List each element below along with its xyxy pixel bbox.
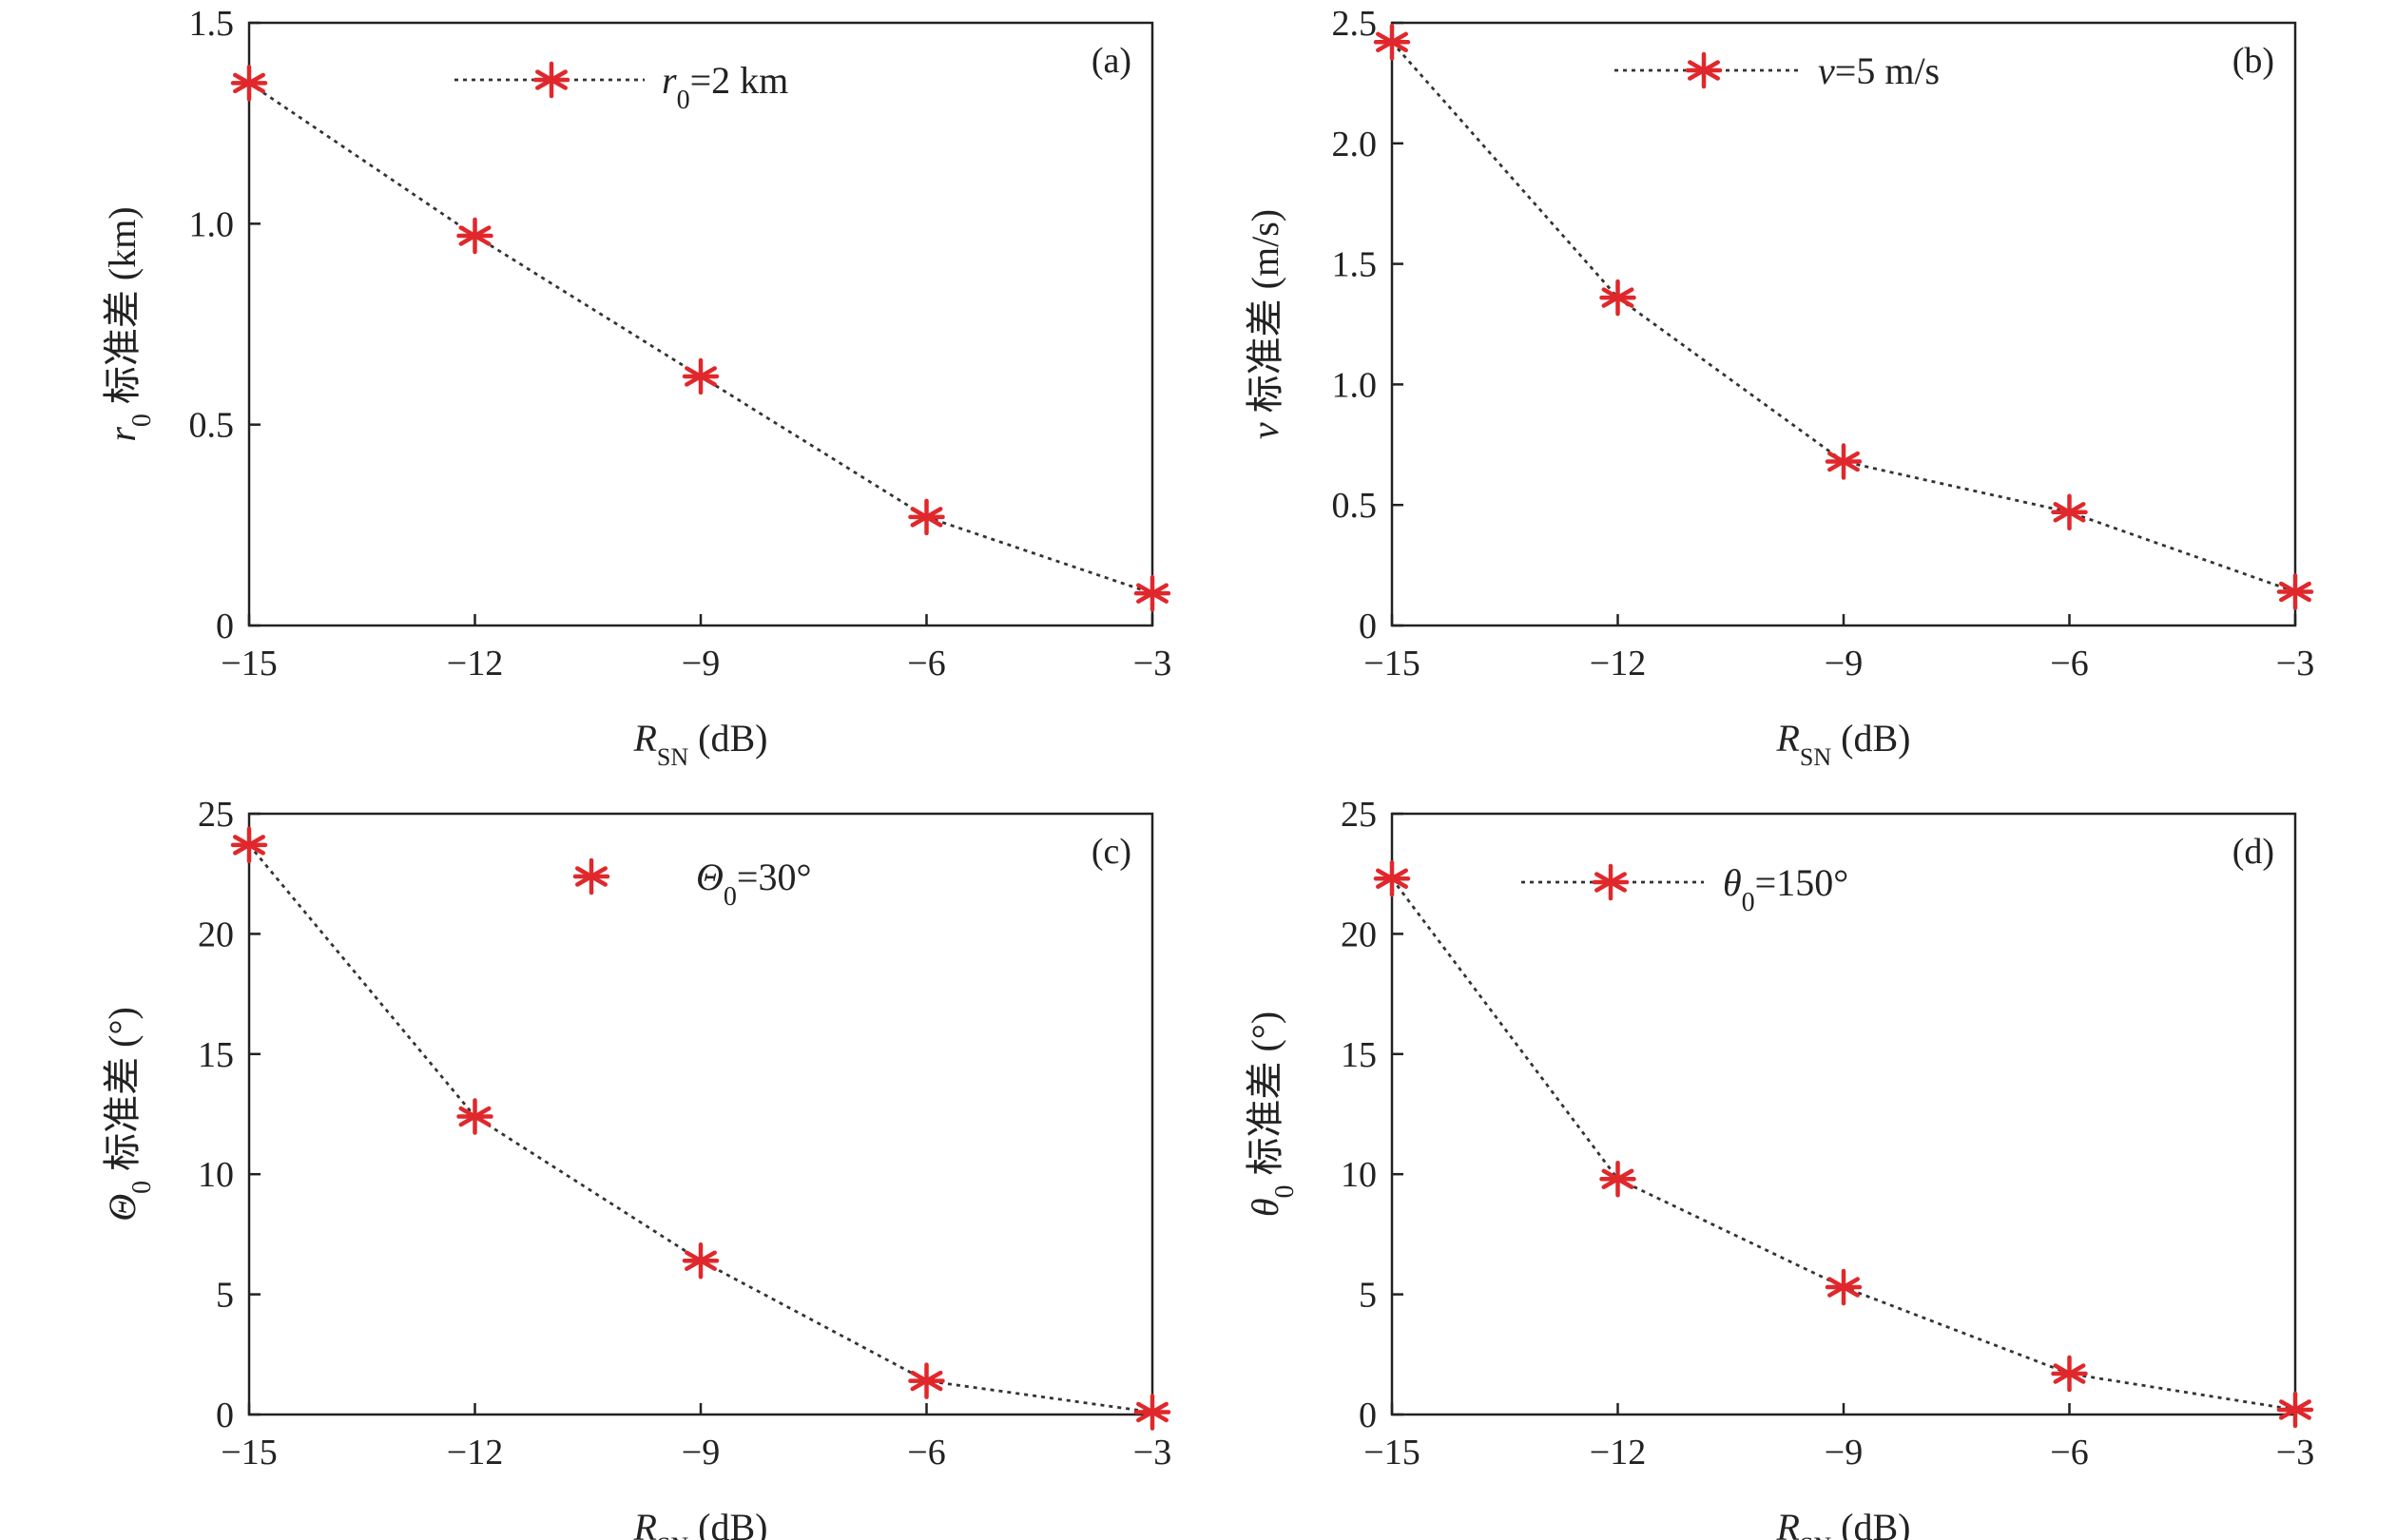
- data-point: x=-15, y=22.3: [1373, 860, 1411, 897]
- x-tick-label: −9: [682, 1433, 720, 1473]
- legend-marker: [532, 61, 570, 99]
- data-point: x=-3, y=0.1: [1133, 1394, 1171, 1431]
- y-axis-title: Θ0 标准差 (°): [101, 1007, 157, 1222]
- legend: θ0=150°: [1521, 861, 1848, 917]
- panel-label: (d): [2232, 832, 2274, 872]
- y-tick-label: 10: [1341, 1155, 1377, 1195]
- data-point: x=-6, y=0.47: [2051, 493, 2088, 531]
- x-tick-label: −3: [1133, 644, 1171, 683]
- data-point: x=-9, y=0.68: [1825, 443, 1863, 480]
- panel-label: (b): [2232, 41, 2274, 81]
- y-tick-label: 0.5: [189, 406, 235, 446]
- panel-label: (c): [1092, 832, 1131, 872]
- legend: r0=2 km: [454, 59, 788, 115]
- x-tick-label: −15: [221, 644, 277, 683]
- x-tick-label: −3: [2276, 1433, 2314, 1473]
- panel-d: −15 −12 −9 −6 −3 0 5 10 15 20 25 RSN (dB) θ0 标准差 (°)…: [1244, 795, 2314, 1540]
- legend-label: Θ0=30°: [696, 856, 811, 912]
- y-tick-label: 15: [1341, 1035, 1377, 1075]
- legend-label: r0=2 km: [662, 59, 788, 115]
- series-line: [247, 843, 1153, 1414]
- panel-a: −15 −12 −9 −6 −3 0 0.5 1.0 1.5 RSN (dB) r0 标准差 (km…: [101, 4, 1171, 771]
- data-point: x=-3, y=0.14: [2276, 573, 2314, 610]
- x-tick-label: −15: [221, 1433, 277, 1473]
- data-point: x=-3, y=0.2: [2276, 1391, 2314, 1429]
- y-tick-label: 2.0: [1332, 125, 1378, 164]
- y-tick-label: 1.5: [189, 4, 235, 44]
- x-tick-label: −9: [682, 644, 720, 683]
- y-axis-title: v 标准差 (m/s): [1244, 209, 1286, 439]
- panel-c: −15 −12 −9 −6 −3 0 5 10 15 20 25 RSN (dB) Θ0 标准差 (°)…: [101, 795, 1171, 1540]
- data-point: x=-9, y=0.62: [682, 357, 720, 395]
- y-tick-label: 10: [198, 1155, 234, 1195]
- x-tick-label: −6: [2050, 1433, 2088, 1473]
- x-tick-label: −6: [2050, 644, 2088, 683]
- x-axis-title: RSN (dB): [1775, 1506, 1910, 1540]
- x-tick-label: −3: [2276, 644, 2314, 683]
- x-tick-label: −6: [907, 1433, 945, 1473]
- legend-marker: [1592, 863, 1630, 901]
- x-tick-label: −6: [907, 644, 945, 683]
- legend-marker: [1685, 51, 1723, 89]
- y-tick-label: 0: [216, 606, 234, 646]
- x-tick-label: −9: [1825, 644, 1863, 683]
- series-line: [248, 82, 1153, 595]
- data-point: x=-12, y=1.36: [1599, 279, 1636, 317]
- plot-frame: [247, 812, 1154, 1416]
- y-tick-label: 5: [1359, 1276, 1377, 1316]
- x-axis-title: RSN (dB): [632, 717, 767, 771]
- y-tick-label: 1.0: [1332, 365, 1378, 405]
- legend: Θ0=30°: [572, 856, 811, 912]
- y-tick-label: 2.5: [1332, 4, 1378, 44]
- y-tick-label: 0.5: [1332, 486, 1378, 526]
- y-tick-label: 0: [1359, 606, 1377, 646]
- x-tick-label: −3: [1133, 1433, 1171, 1473]
- data-point: x=-9, y=5.3: [1825, 1268, 1863, 1306]
- legend-label: θ0=150°: [1723, 861, 1848, 917]
- series-line: [1390, 41, 2296, 593]
- y-axis-title: r0 标准差 (km): [101, 206, 157, 441]
- panel-label: (a): [1092, 41, 1131, 81]
- data-point: x=-15, y=1.35: [230, 65, 268, 102]
- data-point: x=-3, y=0.08: [1133, 574, 1171, 612]
- series-line: [1390, 877, 2296, 1412]
- x-tick-label: −15: [1363, 1433, 1420, 1473]
- legend-marker: [572, 857, 610, 895]
- legend: v=5 m/s: [1614, 49, 1940, 92]
- x-axis-title: RSN (dB): [632, 1506, 767, 1540]
- y-tick-label: 20: [1341, 914, 1377, 954]
- y-tick-label: 0: [1359, 1396, 1377, 1435]
- data-point: x=-15, y=23.7: [230, 826, 268, 864]
- panel-b: −15 −12 −9 −6 −3 0 0.5 1.0 1.5 2.0 2.5 RSN (dB) v 标准…: [1244, 4, 2314, 771]
- x-tick-label: −9: [1825, 1433, 1863, 1473]
- data-point: x=-6, y=1.4: [908, 1362, 945, 1399]
- y-tick-label: 0: [216, 1396, 234, 1435]
- data-point: x=-6, y=0.27: [908, 498, 945, 536]
- data-point: x=-12, y=12.4: [456, 1098, 493, 1135]
- data-point: x=-15, y=2.42: [1373, 24, 1411, 61]
- y-tick-label: 5: [216, 1276, 234, 1316]
- data-point: x=-9, y=6.4: [682, 1242, 720, 1280]
- y-tick-label: 1.0: [189, 204, 235, 244]
- legend-label: v=5 m/s: [1818, 49, 1940, 92]
- y-tick-label: 25: [198, 795, 234, 835]
- y-axis-title: θ0 标准差 (°): [1244, 1011, 1300, 1217]
- x-axis-title: RSN (dB): [1775, 717, 1910, 771]
- y-tick-label: 20: [198, 914, 234, 954]
- data-point: x=-12, y=0.97: [456, 217, 493, 255]
- x-tick-label: −15: [1363, 644, 1420, 683]
- x-tick-label: −12: [447, 644, 503, 683]
- x-tick-label: −12: [1590, 644, 1646, 683]
- y-tick-label: 25: [1341, 795, 1377, 835]
- x-tick-label: −12: [447, 1433, 503, 1473]
- x-tick-label: −12: [1590, 1433, 1646, 1473]
- plot-frame: [1390, 21, 2297, 627]
- data-point: x=-6, y=1.7: [2051, 1355, 2088, 1393]
- y-tick-label: 15: [198, 1035, 234, 1075]
- data-point: x=-12, y=9.8: [1599, 1161, 1636, 1198]
- plot-frame: [247, 21, 1154, 627]
- y-tick-label: 1.5: [1332, 245, 1378, 285]
